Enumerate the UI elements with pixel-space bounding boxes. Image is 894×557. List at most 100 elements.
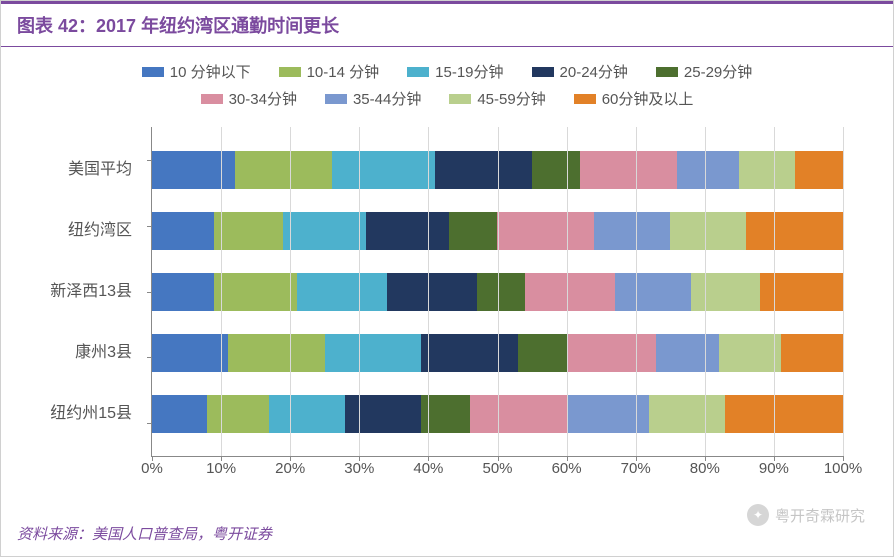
y-tick-label: 美国平均 — [22, 151, 142, 189]
legend-item: 35-44分钟 — [325, 88, 421, 109]
bar-segment — [207, 395, 269, 433]
x-tick — [428, 456, 429, 461]
bar-segment — [214, 273, 297, 311]
x-tick-label: 20% — [275, 460, 305, 477]
chart-title: 图表 42：2017 年纽约湾区通勤时间更长 — [1, 1, 893, 47]
legend-label: 15-19分钟 — [435, 61, 503, 82]
x-tick-label: 60% — [552, 460, 582, 477]
x-tick — [567, 456, 568, 461]
legend-swatch — [279, 67, 301, 77]
legend-label: 20-24分钟 — [560, 61, 628, 82]
legend-label: 45-59分钟 — [477, 88, 545, 109]
source-text: 资料来源：美国人口普查局，粤开证券 — [17, 523, 272, 544]
bar-segment — [795, 151, 843, 189]
x-tick-label: 40% — [413, 460, 443, 477]
y-tick-label: 纽约州15县 — [22, 395, 142, 433]
bar-segment — [525, 273, 615, 311]
bar-segment — [649, 395, 725, 433]
legend-swatch — [201, 94, 223, 104]
bar-segment — [366, 212, 449, 250]
bar-segment — [760, 273, 843, 311]
legend-item: 20-24分钟 — [532, 61, 628, 82]
bar-segment — [235, 151, 332, 189]
legend-swatch — [325, 94, 347, 104]
legend-swatch — [574, 94, 596, 104]
bar-segment — [670, 212, 746, 250]
bar-segment — [580, 151, 677, 189]
bar-segment — [152, 273, 214, 311]
x-tick-label: 70% — [621, 460, 651, 477]
bar-segment — [283, 212, 366, 250]
bar-segment — [739, 151, 794, 189]
grid-line — [498, 127, 499, 456]
x-tick-label: 80% — [690, 460, 720, 477]
legend-swatch — [407, 67, 429, 77]
y-tick-label: 康州3县 — [22, 334, 142, 372]
watermark-text: 粤开奇霖研究 — [775, 505, 865, 526]
bar-segment — [746, 212, 843, 250]
x-axis-labels: 0%10%20%30%40%50%60%70%80%90%100% — [152, 460, 843, 482]
legend-label: 35-44分钟 — [353, 88, 421, 109]
watermark: ✦ 粤开奇霖研究 — [747, 504, 865, 526]
bar-segment — [781, 334, 843, 372]
y-tick — [147, 357, 152, 358]
legend-swatch — [449, 94, 471, 104]
x-tick-label: 30% — [344, 460, 374, 477]
bar-segment — [470, 395, 567, 433]
legend: 10 分钟以下 10-14 分钟 15-19分钟 20-24分钟 25-29分钟 30-3… — [21, 51, 873, 127]
legend-item: 60分钟及以上 — [574, 88, 694, 109]
legend-item: 10-14 分钟 — [279, 61, 380, 82]
bar-segment — [532, 151, 580, 189]
bar-segment — [387, 273, 477, 311]
x-tick — [843, 456, 844, 461]
y-tick — [147, 292, 152, 293]
y-tick — [147, 226, 152, 227]
bar-segment — [725, 395, 842, 433]
bar-segment — [325, 334, 422, 372]
legend-label: 30-34分钟 — [229, 88, 297, 109]
bar-segment — [656, 334, 718, 372]
x-tick-label: 90% — [759, 460, 789, 477]
grid-line — [705, 127, 706, 456]
x-tick-label: 10% — [206, 460, 236, 477]
bar-segment — [691, 273, 760, 311]
x-tick-label: 50% — [482, 460, 512, 477]
bar-segment — [615, 273, 691, 311]
bar-segment — [567, 395, 650, 433]
x-tick — [359, 456, 360, 461]
x-tick — [498, 456, 499, 461]
x-tick — [221, 456, 222, 461]
legend-swatch — [656, 67, 678, 77]
bar-segment — [567, 334, 657, 372]
bar-segment — [677, 151, 739, 189]
grid-line — [359, 127, 360, 456]
x-tick — [152, 456, 153, 461]
legend-item: 25-29分钟 — [656, 61, 752, 82]
legend-swatch — [142, 67, 164, 77]
figure-container: 图表 42：2017 年纽约湾区通勤时间更长 10 分钟以下 10-14 分钟 15… — [0, 0, 894, 557]
bar-segment — [477, 273, 525, 311]
legend-item: 15-19分钟 — [407, 61, 503, 82]
legend-label: 10 分钟以下 — [170, 61, 251, 82]
y-tick — [147, 160, 152, 161]
bar-segment — [228, 334, 325, 372]
grid-line — [290, 127, 291, 456]
x-tick-label: 100% — [824, 460, 862, 477]
bar-segment — [152, 334, 228, 372]
bar-segment — [214, 212, 283, 250]
x-tick — [290, 456, 291, 461]
grid-line — [221, 127, 222, 456]
plot-inner: 美国平均纽约湾区新泽西13县康州3县纽约州15县 0%10%20%30%40%5… — [151, 127, 843, 457]
chart-area: 10 分钟以下 10-14 分钟 15-19分钟 20-24分钟 25-29分钟 30-3… — [21, 51, 873, 511]
grid-line — [774, 127, 775, 456]
grid-line — [567, 127, 568, 456]
legend-item: 10 分钟以下 — [142, 61, 251, 82]
bar-segment — [269, 395, 345, 433]
legend-swatch — [532, 67, 554, 77]
y-tick-label: 纽约湾区 — [22, 212, 142, 250]
bar-segment — [435, 151, 532, 189]
legend-label: 60分钟及以上 — [602, 88, 694, 109]
bar-segment — [518, 334, 566, 372]
legend-label: 25-29分钟 — [684, 61, 752, 82]
x-tick — [636, 456, 637, 461]
